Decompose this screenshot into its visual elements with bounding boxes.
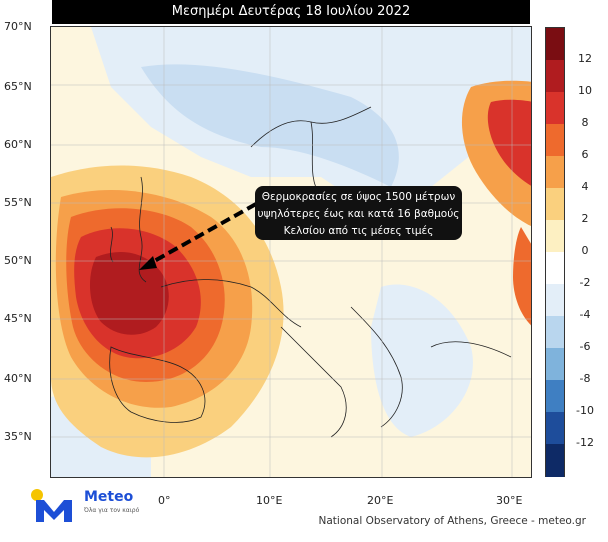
meteo-logo-icon (31, 489, 72, 522)
lat-label: 50°N (4, 254, 32, 267)
annotation-line: Κελσίου από τις μέσες τιμές (283, 225, 434, 237)
annotation-line: υψηλότερες έως και κατά 16 βαθμούς (257, 208, 460, 220)
colorbar-tick-label: 4 (581, 180, 589, 193)
anomaly-map (50, 26, 532, 478)
meteo-logo: Meteo Όλα για τον καιρό (30, 488, 140, 528)
colorbar-tick-label: -6 (579, 340, 591, 353)
colorbar-segment (546, 188, 564, 221)
lat-label: 35°N (4, 430, 32, 443)
colorbar-tick-label: -2 (579, 276, 591, 289)
colorbar-tick-label: 2 (581, 212, 589, 225)
colorbar-tick-label: 12 (578, 52, 592, 65)
colorbar-tick-label: 10 (578, 84, 592, 97)
colorbar-segment (546, 156, 564, 189)
colorbar-tick-label: 6 (581, 148, 589, 161)
credit-text: National Observatory of Athens, Greece -… (318, 515, 586, 527)
annotation-arrow (139, 202, 257, 270)
colorbar-tick-label: -4 (579, 308, 591, 321)
colorbar (545, 27, 565, 477)
lon-label: 20°E (367, 494, 394, 507)
lon-label: 30°E (496, 494, 523, 507)
logo-name: Meteo (84, 489, 134, 505)
colorbar-segment (546, 412, 564, 445)
annotation-line: Θερμοκρασίες σε ύψος 1500 μέτρων (261, 191, 456, 203)
lat-label: 40°N (4, 372, 32, 385)
colorbar-tick-label: 8 (581, 116, 589, 129)
lat-label: 65°N (4, 80, 32, 93)
lat-label: 55°N (4, 196, 32, 209)
colorbar-segment (546, 92, 564, 125)
colorbar-tick-label: 0 (581, 244, 589, 257)
map-title: Μεσημέρι Δευτέρας 18 Ιουλίου 2022 (52, 0, 530, 24)
colorbar-segment (546, 316, 564, 349)
colorbar-segment (546, 60, 564, 93)
colorbar-segment (546, 444, 564, 477)
colorbar-segment (546, 124, 564, 157)
lon-label: 0° (158, 494, 171, 507)
logo-tagline: Όλα για τον καιρό (84, 507, 140, 514)
lat-label: 70°N (4, 20, 32, 33)
annotation-box: Θερμοκρασίες σε ύψος 1500 μέτρων υψηλότε… (255, 186, 462, 240)
lat-label: 45°N (4, 312, 32, 325)
colorbar-tick-label: -8 (579, 372, 591, 385)
colorbar-segment (546, 348, 564, 381)
colorbar-tick-label: -12 (576, 436, 594, 449)
colorbar-segment (546, 252, 564, 285)
colorbar-segment (546, 28, 564, 61)
colorbar-tick-label: -10 (576, 404, 594, 417)
colorbar-segment (546, 284, 564, 317)
colorbar-segment (546, 220, 564, 253)
colorbar-segment (546, 380, 564, 413)
lon-label: 10°E (256, 494, 283, 507)
anomaly-map-canvas (51, 27, 531, 477)
lat-label: 60°N (4, 138, 32, 151)
